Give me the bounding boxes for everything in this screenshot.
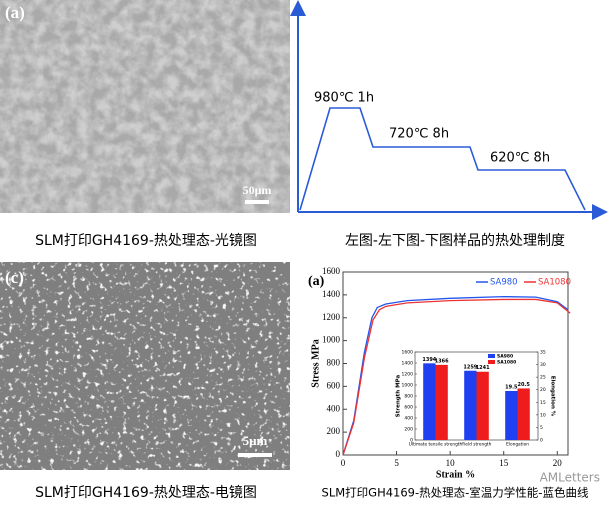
stress-strain-line [342,298,571,456]
y-tick-label: 400 [404,416,413,422]
y-tick-label: 1400 [322,289,341,299]
heat-treatment-diagram: 980℃ 1h 720℃ 8h 620℃ 8h [290,0,608,220]
step-label: 980℃ 1h [314,91,374,106]
watermark: AMLetters [540,471,600,485]
legend-label: SA1080 [497,360,516,366]
caption: SLM打印GH4169-热处理态-室温力学性能-蓝色曲线 [322,486,589,500]
y2-tick-label: 0 [540,438,543,444]
legend-swatch [488,354,495,358]
y-tick-label: 200 [404,427,413,433]
y-tick-label: 600 [404,405,413,411]
y-tick-label: 1400 [402,361,414,367]
y2-tick-label: 15 [540,400,546,406]
y-tick-label: 1200 [322,312,341,322]
x-tick-label: Yield strength [461,442,492,448]
value-label: 1394 [422,357,436,363]
y-axis-title: Strength MPa [396,375,402,418]
y2-axis-title: Elongation % [550,376,556,417]
legend-label: SA1080 [538,278,571,288]
bar [505,390,518,440]
step-label: 620℃ 8h [490,151,550,166]
y-tick-label: 600 [327,380,341,390]
x-axis-title: Strain % [436,469,475,480]
y-tick-label: 800 [327,358,341,368]
legend-swatch [488,360,495,364]
y-tick-label: 200 [327,426,341,436]
sem-micrograph: (c) 5μm [0,262,290,470]
x-tick-label: 15 [499,458,509,468]
legend-label: SA980 [497,354,513,360]
y-tick-label: 1600 [402,350,414,356]
caption: SLM打印GH4169-热处理态-光镜图 [35,232,257,249]
value-label: 20.5 [517,382,530,388]
x-tick-label: Ultimate tensile strength [409,442,463,448]
y-tick-label: 0 [336,449,341,459]
y-tick-label: 1600 [322,266,341,276]
y-axis-title: Stress MPa [310,339,321,387]
y-tick-label: 400 [327,403,341,413]
y2-tick-label: 30 [540,362,546,368]
panel-label: (c) [5,268,24,287]
y2-tick-label: 25 [540,375,546,381]
y2-tick-label: 20 [540,387,546,393]
x-tick-label: 0 [341,458,346,468]
x-tick-label: 20 [553,458,563,468]
y2-tick-label: 10 [540,412,546,418]
value-label: 19.5 [505,384,518,390]
bar [517,388,530,440]
y2-tick-label: 35 [540,350,546,356]
panel-label: (a) [308,274,325,289]
x-tick-label: 5 [394,458,399,468]
value-label: 1259 [463,364,477,370]
step-label: 720℃ 8h [389,127,449,142]
legend-label: SA980 [490,278,518,288]
bar [476,371,489,440]
scale-bar: 5μm [243,433,268,448]
x-tick-label: Elongation [506,442,529,448]
optical-micrograph: (a) 50μm [0,0,290,213]
caption: SLM打印GH4169-热处理态-电镜图 [35,484,257,501]
x-tick-label: 10 [446,458,456,468]
y2-tick-label: 5 [540,425,543,431]
y-tick-label: 0 [410,438,413,444]
panel-label: (a) [5,3,25,22]
y-tick-label: 800 [404,394,413,400]
bar [423,363,436,440]
bar [435,364,448,440]
caption: 左图-左下图-下图样品的热处理制度 [345,233,565,249]
y-tick-label: 1000 [402,383,414,389]
bar [464,370,477,440]
value-label: 1366 [435,358,449,364]
value-label: 1241 [476,365,490,371]
y-tick-label: 1200 [402,372,414,378]
y-tick-label: 1000 [322,335,341,345]
scale-bar: 50μm [243,183,272,197]
stress-strain-line [342,295,569,456]
